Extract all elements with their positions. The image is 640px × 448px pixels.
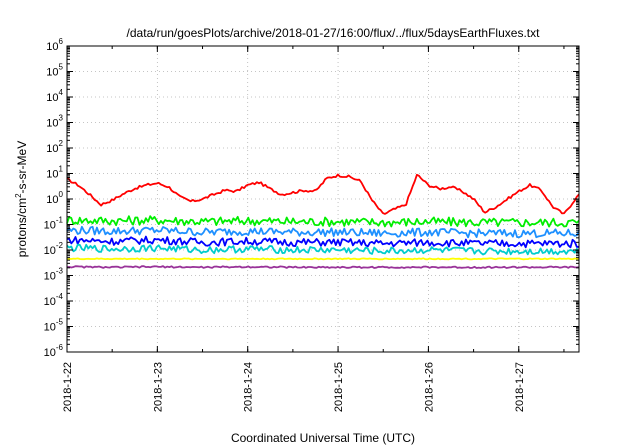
x-tick-label: 2018-1-24 xyxy=(243,362,255,412)
x-tick-label: 2018-1-23 xyxy=(152,362,164,412)
y-tick-label: 102 xyxy=(46,139,63,155)
y-axis-label-group: protons/cm2-s-sr-MeV xyxy=(14,141,29,257)
series-line-6 xyxy=(66,257,580,261)
y-tick-label: 100 xyxy=(46,190,63,206)
x-tick-label: 2018-1-25 xyxy=(333,362,345,412)
y-tick-label: 10-1 xyxy=(44,216,64,232)
x-tick-label: 2018-1-27 xyxy=(514,362,526,412)
y-tick-label: 106 xyxy=(46,37,63,53)
x-axis-label: Coordinated Universal Time (UTC) xyxy=(231,431,415,445)
series-line-5 xyxy=(66,243,580,256)
y-tick-label: 10-5 xyxy=(44,318,64,334)
x-tick-label: 2018-1-22 xyxy=(62,362,74,412)
chart-title: /data/run/goesPlots/archive/2018-01-27/1… xyxy=(127,26,541,40)
series-line-3 xyxy=(66,225,580,239)
series-line-1 xyxy=(66,173,580,215)
series-line-2 xyxy=(66,215,580,228)
axis-ticks: 10-6 10-5 10-4 10-3 10-2 10-1 100 101 102 103 104 1… xyxy=(44,37,579,412)
series-layer xyxy=(66,173,580,269)
y-tick-label: 104 xyxy=(46,88,63,104)
y-tick-label: 105 xyxy=(46,63,63,79)
series-line-7 xyxy=(66,265,580,269)
x-tick-label: 2018-1-26 xyxy=(423,362,435,412)
y-tick-label: 10-6 xyxy=(44,343,64,359)
y-tick-label: 101 xyxy=(46,165,63,181)
y-tick-label: 10-3 xyxy=(44,267,64,283)
y-tick-label: 10-4 xyxy=(44,292,64,308)
series-line-4 xyxy=(66,235,580,249)
grid xyxy=(66,45,579,353)
y-tick-label: 103 xyxy=(46,114,63,130)
y-axis-label: protons/cm2-s-sr-MeV xyxy=(14,141,29,257)
y-tick-label: 10-2 xyxy=(44,241,64,257)
